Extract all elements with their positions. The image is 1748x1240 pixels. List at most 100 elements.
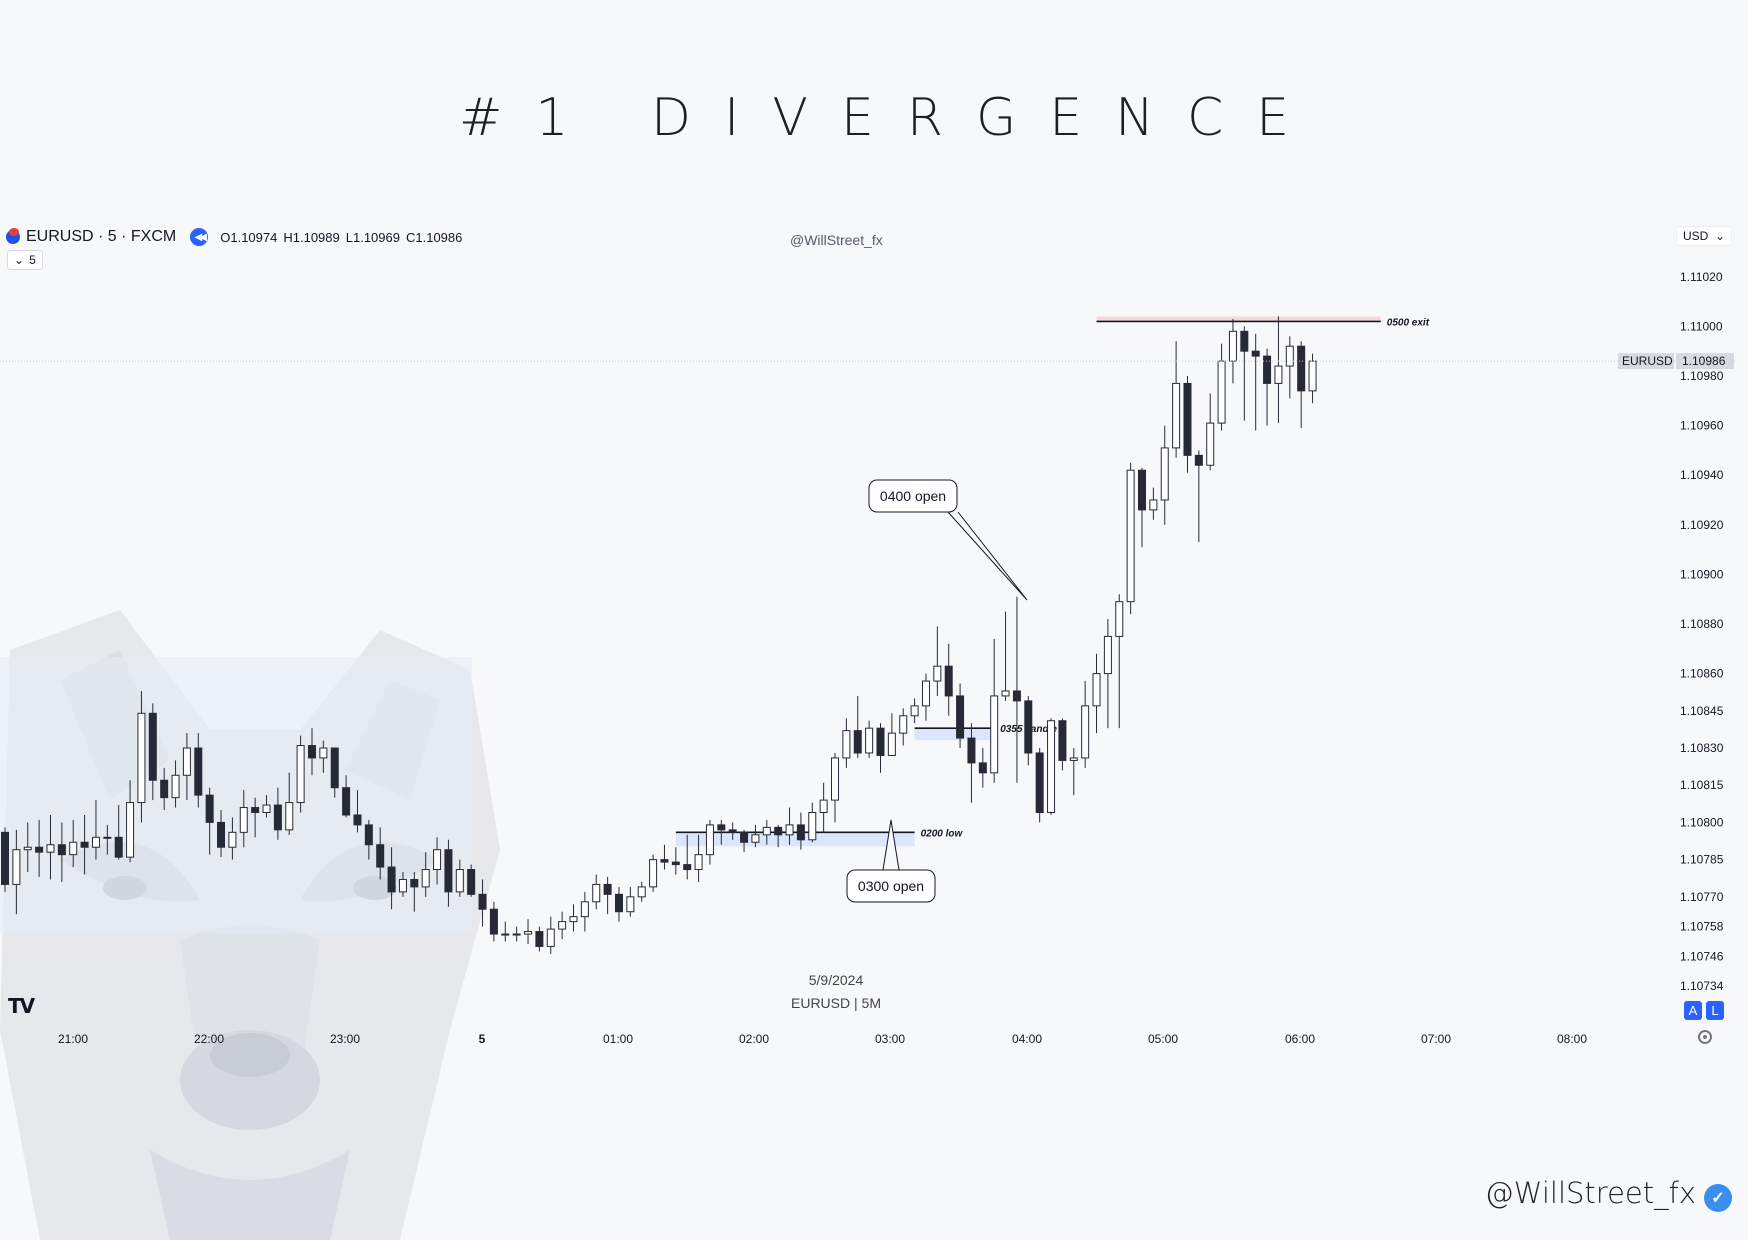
level-label: 0500 exit xyxy=(1387,317,1430,328)
candle-body xyxy=(796,824,805,841)
candle-body xyxy=(637,886,646,898)
candle-body xyxy=(353,814,362,826)
x-tick-label: 02:00 xyxy=(739,1032,769,1046)
y-tick-label: 1.10980 xyxy=(1680,369,1724,383)
candle-body xyxy=(410,878,419,888)
level-zone xyxy=(675,832,915,847)
candle-body xyxy=(921,680,930,707)
candle-body xyxy=(1297,345,1306,392)
candle-body xyxy=(160,779,169,799)
symbol-header: EURUSD · 5 · FXCM ◀◀ O1.10974 H1.10989 L… xyxy=(6,227,462,247)
chart-date-label: 5/9/2024 xyxy=(808,972,864,988)
candle-body xyxy=(626,896,635,913)
x-tick-label: 04:00 xyxy=(1012,1032,1042,1046)
x-tick-label: 01:00 xyxy=(603,1032,633,1046)
candle-body xyxy=(1092,673,1101,707)
ohlc-low-value: 1.10969 xyxy=(352,229,400,245)
y-tick-label: 1.10880 xyxy=(1680,617,1724,631)
candle-body xyxy=(228,831,237,848)
x-tick-label: 21:00 xyxy=(58,1032,88,1046)
y-tick-label: 1.10758 xyxy=(1680,920,1724,934)
candle-body xyxy=(785,824,794,836)
candle-body xyxy=(592,883,601,903)
candle-body xyxy=(614,893,623,913)
candle-body xyxy=(1058,720,1067,761)
currency-select[interactable]: USD ⌄ xyxy=(1676,226,1732,246)
level-label: 0200 low xyxy=(921,828,964,839)
gear-icon[interactable] xyxy=(1698,1030,1712,1044)
chevron-down-icon: ⌄ xyxy=(14,253,25,267)
y-tick-label: 1.10734 xyxy=(1680,979,1724,993)
candle-body xyxy=(842,730,851,759)
candle-body xyxy=(1001,690,1010,697)
candle-body xyxy=(114,836,123,858)
x-tick-label: 08:00 xyxy=(1557,1032,1587,1046)
candle-body xyxy=(137,712,146,804)
candle-body xyxy=(171,774,180,799)
x-tick-label: 03:00 xyxy=(875,1032,905,1046)
candle-body xyxy=(853,730,862,754)
tradingview-logo: TV xyxy=(8,994,35,1018)
candle-body xyxy=(1115,601,1124,637)
candle-body xyxy=(1217,360,1226,424)
candle-body xyxy=(239,807,248,833)
candle-body xyxy=(535,931,544,947)
level-zone xyxy=(1096,316,1381,322)
replay-rewind-icon[interactable]: ◀◀ xyxy=(190,228,209,246)
candle-body xyxy=(705,824,714,856)
candle-body xyxy=(762,826,771,836)
candle-body xyxy=(671,861,680,866)
candle-body xyxy=(1206,422,1215,466)
candle-body xyxy=(1,831,9,885)
y-tick-label: 1.10785 xyxy=(1680,853,1724,867)
candle-body xyxy=(1251,350,1260,357)
candle-body xyxy=(910,705,919,717)
footer-handle: @WillStreet_fx xyxy=(1484,1176,1696,1210)
candle-body xyxy=(1228,330,1237,362)
candle-body xyxy=(1172,382,1181,449)
candle-body xyxy=(1194,454,1203,466)
y-tick-label: 1.11000 xyxy=(1680,319,1723,333)
callout-label: 0400 open xyxy=(880,488,946,504)
log-scale-button[interactable]: L xyxy=(1706,1001,1724,1020)
symbol-title[interactable]: EURUSD · 5 · FXCM xyxy=(26,228,177,245)
candle-body xyxy=(489,908,498,935)
candle-body xyxy=(296,745,305,804)
y-tick-label: 1.10920 xyxy=(1680,518,1724,532)
candle-body xyxy=(23,846,32,851)
x-tick-label: 05:00 xyxy=(1148,1032,1178,1046)
chart-watermark: @WillStreet_fx xyxy=(790,232,883,248)
x-tick-label: 5 xyxy=(479,1032,486,1046)
y-tick-label: 1.10940 xyxy=(1680,468,1724,482)
verified-check-icon: ✓ xyxy=(1704,1184,1732,1212)
candle-body xyxy=(103,836,112,839)
candle-body xyxy=(1308,360,1317,392)
candle-body xyxy=(364,824,373,846)
candle-body xyxy=(1103,635,1112,675)
candle-body xyxy=(35,846,44,853)
interval-chip[interactable]: ⌄ 5 xyxy=(7,250,43,270)
currency-select-label: USD xyxy=(1683,229,1709,243)
candle-body xyxy=(69,841,78,856)
candle-body xyxy=(831,757,840,801)
candle-body xyxy=(1274,365,1283,384)
candle-body xyxy=(956,695,965,739)
candle-body xyxy=(1285,345,1294,367)
candle-body xyxy=(12,849,21,885)
candle-body xyxy=(751,834,760,843)
last-price-symbol-tag xyxy=(1618,353,1674,370)
candle-body xyxy=(967,737,976,764)
candle-body xyxy=(512,933,521,936)
candle-body xyxy=(330,747,339,789)
candle-body xyxy=(728,829,737,833)
candle-body xyxy=(887,732,896,756)
chart-subtitle-label: EURUSD | 5M xyxy=(791,995,881,1011)
auto-scale-button[interactable]: A xyxy=(1684,1001,1702,1020)
candle-body xyxy=(398,878,407,893)
candle-body xyxy=(899,715,908,734)
candle-body xyxy=(1047,720,1056,813)
page-title: #1 DIVERGENCE xyxy=(458,88,1323,148)
candle-body xyxy=(501,933,510,936)
candle-body xyxy=(182,747,191,776)
